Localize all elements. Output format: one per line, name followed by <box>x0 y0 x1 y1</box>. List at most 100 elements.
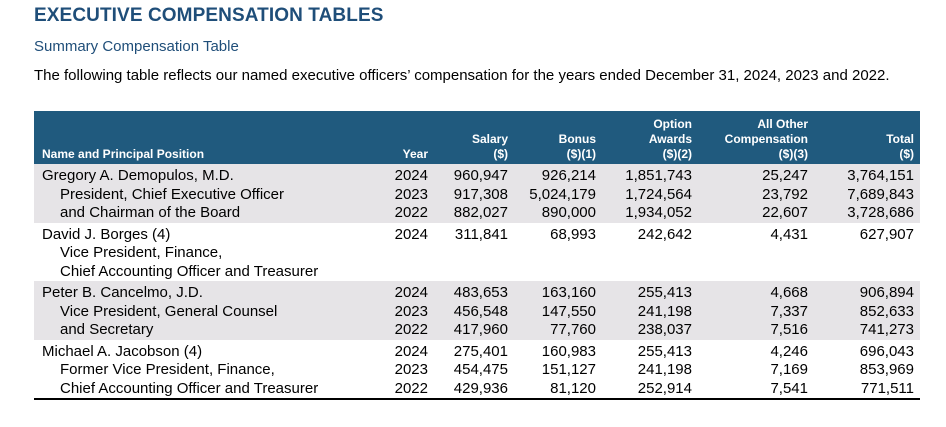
officer-title-line: President, Chief Executive Officer <box>60 185 284 203</box>
col-header-option-awards: Option Awards ($)(2) <box>602 111 698 164</box>
officer-position-cell: Chief Accounting Officer and Treasurer <box>34 379 374 400</box>
cell-salary: 882,027 <box>434 204 514 223</box>
cell-year: 2023 <box>374 302 434 321</box>
empty-cell <box>374 244 434 263</box>
table-row: Vice President, General Counsel 2023 456,5… <box>34 302 920 321</box>
empty-cell <box>814 244 920 263</box>
cell-salary: 456,548 <box>434 302 514 321</box>
cell-salary: 960,947 <box>434 167 514 186</box>
officer-position-cell: Chief Accounting Officer and Treasurer <box>34 263 374 282</box>
table-row: Former Vice President, Finance, 2023 454,4… <box>34 361 920 380</box>
table-row: Michael A. Jacobson (4) 2024 275,401 160,98… <box>34 343 920 362</box>
cell-year: 2023 <box>374 185 434 204</box>
cell-other: 4,668 <box>698 284 814 303</box>
col-header-year: Year <box>374 111 434 164</box>
empty-cell <box>374 263 434 282</box>
officer-name: Gregory A. Demopulos, M.D. <box>34 167 374 186</box>
cell-other: 7,337 <box>698 302 814 321</box>
col-header-bonus: Bonus ($)(1) <box>514 111 602 164</box>
cell-option: 1,934,052 <box>602 204 698 223</box>
cell-other: 22,607 <box>698 204 814 223</box>
cell-year: 2023 <box>394 361 428 378</box>
officer-title-line: Former Vice President, Finance, <box>60 361 275 378</box>
officer-name: David J. Borges (4) <box>42 225 171 243</box>
table-row: Vice President, Finance, <box>34 244 920 263</box>
col-header-salary: Salary ($) <box>434 111 514 164</box>
cell-year: 2022 <box>374 379 434 400</box>
officer-title-line: Chief Accounting Officer and Treasurer <box>60 262 319 280</box>
officer-title-line: and Chairman of the Board <box>60 204 241 221</box>
table-row: Chief Accounting Officer and Treasurer 20… <box>34 379 920 400</box>
cell-salary: 483,653 <box>434 284 514 303</box>
table-row: and Secretary 2022 417,960 77,760 238,037 7,5… <box>34 321 920 340</box>
cell-total: 853,969 <box>859 361 914 378</box>
cell-other: 4,431 <box>770 225 808 243</box>
officer-name: Michael A. Jacobson (4) <box>42 342 203 360</box>
cell-other: 23,792 <box>698 185 814 204</box>
cell-option: 241,198 <box>637 361 692 378</box>
cell-bonus: 163,160 <box>514 284 602 303</box>
officer-title-line: and Secretary <box>60 321 154 338</box>
cell-other: 7,516 <box>698 321 814 340</box>
cell-salary: 417,960 <box>434 321 514 340</box>
cell-total: 852,633 <box>814 302 920 321</box>
cell-year: 2024 <box>374 284 434 303</box>
col-header-total: Total ($) <box>814 111 920 164</box>
group-spacer <box>34 281 920 284</box>
cell-option: 1,851,743 <box>602 167 698 186</box>
cell-bonus: 926,214 <box>514 167 602 186</box>
cell-bonus: 68,993 <box>550 225 596 243</box>
cell-total: 741,273 <box>814 321 920 340</box>
cell-bonus: 890,000 <box>514 204 602 223</box>
cell-total: 7,689,843 <box>814 185 920 204</box>
cell-other: 7,169 <box>770 361 808 378</box>
empty-cell <box>602 263 698 282</box>
table-subheading: Summary Compensation Table <box>34 38 239 55</box>
cell-option: 238,037 <box>602 321 698 340</box>
officer-position-cell: and Secretary <box>34 321 374 340</box>
col-header-all-other-compensation: All Other Compensation ($)(3) <box>698 111 814 164</box>
cell-bonus: 160,983 <box>541 342 596 360</box>
cell-option: 255,413 <box>637 342 692 360</box>
cell-salary: 429,936 <box>434 379 514 400</box>
cell-total: 696,043 <box>859 342 914 360</box>
empty-cell <box>514 244 602 263</box>
officer-position-cell: Former Vice President, Finance, <box>34 361 374 380</box>
intro-paragraph: The following table reflects our named e… <box>34 67 890 84</box>
cell-bonus: 147,550 <box>514 302 602 321</box>
officer-title-line: Vice President, General Counsel <box>60 302 278 320</box>
section-heading: EXECUTIVE COMPENSATION TABLES <box>34 5 384 26</box>
cell-salary: 454,475 <box>453 361 508 378</box>
empty-cell <box>698 244 814 263</box>
table-row: David J. Borges (4) 2024 311,841 68,993 242,… <box>34 226 920 245</box>
cell-option: 241,198 <box>602 302 698 321</box>
col-header-name: Name and Principal Position <box>34 111 374 164</box>
officer-title-line: Chief Accounting Officer and Treasurer <box>60 379 319 397</box>
officer-title-line: Vice President, Finance, <box>60 244 223 261</box>
cell-option: 252,914 <box>602 379 698 400</box>
cell-salary: 917,308 <box>434 185 514 204</box>
table-row: Chief Accounting Officer and Treasurer <box>34 263 920 282</box>
cell-option: 1,724,564 <box>602 185 698 204</box>
cell-salary: 311,841 <box>454 225 508 243</box>
cell-total: 627,907 <box>859 225 914 243</box>
cell-total: 3,728,686 <box>814 204 920 223</box>
cell-year: 2024 <box>394 342 428 360</box>
cell-bonus: 77,760 <box>514 321 602 340</box>
officer-name: Peter B. Cancelmo, J.D. <box>34 284 374 303</box>
cell-year: 2024 <box>394 225 428 243</box>
cell-option: 242,642 <box>637 225 692 243</box>
cell-year: 2024 <box>374 167 434 186</box>
empty-cell <box>602 244 698 263</box>
cell-option: 255,413 <box>602 284 698 303</box>
table-row: and Chairman of the Board 2022 882,027 890,… <box>34 204 920 223</box>
table-header-row: Name and Principal Position Year Salary(… <box>34 111 920 164</box>
empty-cell <box>514 263 602 282</box>
cell-total: 771,511 <box>814 379 920 400</box>
cell-other: 7,541 <box>698 379 814 400</box>
group-spacer <box>34 164 920 167</box>
empty-cell <box>814 263 920 282</box>
cell-total: 906,894 <box>814 284 920 303</box>
table-row: Gregory A. Demopulos, M.D. 2024 960,947 926… <box>34 167 920 186</box>
